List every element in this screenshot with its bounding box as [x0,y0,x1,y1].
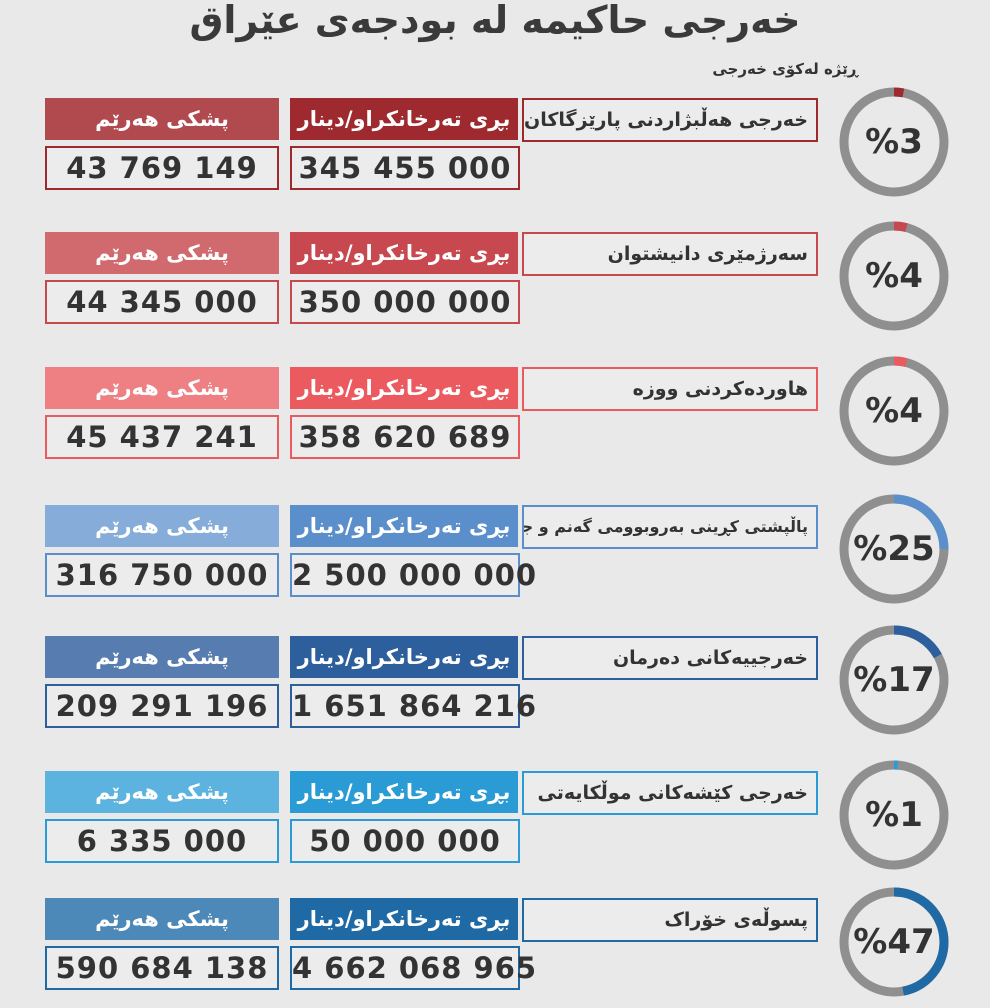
amount-value: 345 455 000 [290,146,520,190]
budget-row: خەرجی هەڵبژاردنی پارێزگاکان بڕی تەرخانکر… [0,87,990,208]
share-value: 590 684 138 [45,946,279,990]
row-label: خەرجی کێشەکانی موڵکایەتی [522,771,818,815]
share-header: پشکی هەرێم [45,98,279,140]
amount-header: بڕی تەرخانکراو/دینار [290,505,518,547]
donut-arc [839,221,949,331]
share-value: 44 345 000 [45,280,279,324]
budget-row: هاوردەکردنی ووزە بڕی تەرخانکراو/دینار پش… [0,356,990,477]
percent-label: %17 [853,660,935,700]
donut-arc [839,887,949,997]
percent-donut [839,887,949,997]
amount-value: 4 662 068 965 [290,946,536,990]
percent-label: %25 [853,529,935,569]
percent-donut [839,356,949,466]
amount-header: بڕی تەرخانکراو/دینار [290,636,518,678]
amount-header: بڕی تەرخانکراو/دینار [290,367,518,409]
donut-arc [839,760,949,870]
percent-label: %1 [865,795,923,835]
row-label: پسوڵەی خۆراک [522,898,818,942]
percent-label: %4 [865,391,923,431]
amount-value: 350 000 000 [290,280,520,324]
amount-value: 1 651 864 216 [290,684,536,728]
donut-arc [839,494,949,604]
amount-header: بڕی تەرخانکراو/دینار [290,771,518,813]
row-label: سەرژمێری دانیشتوان [522,232,818,276]
budget-row: پسوڵەی خۆراک بڕی تەرخانکراو/دینار پشکی ه… [0,887,990,1008]
amount-header: بڕی تەرخانکراو/دینار [290,98,518,140]
share-value: 316 750 000 [45,553,279,597]
percent-donut [839,760,949,870]
share-header: پشکی هەرێم [45,367,279,409]
amount-header: بڕی تەرخانکراو/دینار [290,232,518,274]
amount-value: 2 500 000 000 [290,553,536,597]
share-value: 43 769 149 [45,146,279,190]
share-header: پشکی هەرێم [45,505,279,547]
budget-row: سەرژمێری دانیشتوان بڕی تەرخانکراو/دینار … [0,221,990,342]
budget-row: خەرجی کێشەکانی موڵکایەتی بڕی تەرخانکراو/… [0,760,990,881]
subtitle: ڕێژە لەکۆی خەرجی [712,60,858,78]
amount-value: 50 000 000 [290,819,520,863]
budget-row: خەرجییەکانی دەرمان بڕی تەرخانکراو/دینار … [0,625,990,746]
row-label: خەرجییەکانی دەرمان [522,636,818,680]
share-value: 6 335 000 [45,819,279,863]
percent-label: %47 [853,922,935,962]
donut-arc [839,87,949,197]
share-header: پشکی هەرێم [45,232,279,274]
share-header: پشکی هەرێم [45,636,279,678]
percent-donut [839,221,949,331]
row-label: خەرجی هەڵبژاردنی پارێزگاکان [522,98,818,142]
percent-label: %4 [865,256,923,296]
share-header: پشکی هەرێم [45,771,279,813]
share-value: 45 437 241 [45,415,279,459]
percent-donut [839,494,949,604]
row-label: هاوردەکردنی ووزە [522,367,818,411]
budget-row: پاڵپشتی کڕینی بەروبوومی گەنم و جۆ بڕی تە… [0,494,990,615]
donut-arc [839,625,949,735]
row-label: پاڵپشتی کڕینی بەروبوومی گەنم و جۆ [522,505,818,549]
share-value: 209 291 196 [45,684,279,728]
donut-arc [839,356,949,466]
page-title: خەرجی حاکیمە لە بودجەی عێراق [189,0,801,42]
percent-donut [839,87,949,197]
amount-header: بڕی تەرخانکراو/دینار [290,898,518,940]
percent-donut [839,625,949,735]
share-header: پشکی هەرێم [45,898,279,940]
amount-value: 358 620 689 [290,415,520,459]
percent-label: %3 [865,122,923,162]
